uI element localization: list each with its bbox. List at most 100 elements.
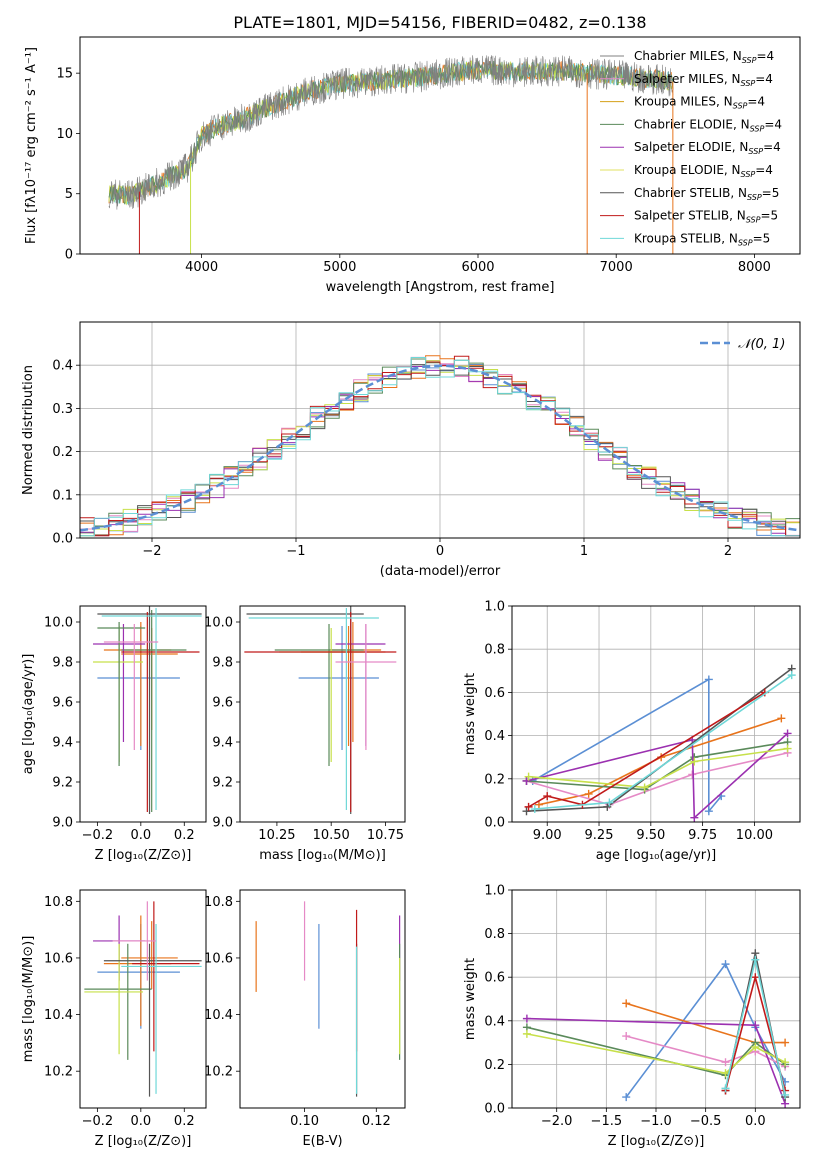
- plot-area: [522, 664, 796, 822]
- x-tick-label: 10.75: [367, 828, 404, 843]
- y-tick-label: 10.4: [204, 1008, 233, 1023]
- x-axis-label: Z [log₁₀(Z/Z⊙)]: [95, 848, 192, 863]
- y-tick-label: 0.4: [52, 359, 73, 374]
- weight-series-line: [526, 1026, 786, 1077]
- x-tick-label: 8000: [738, 260, 771, 275]
- axes-frame: [79, 605, 207, 823]
- x-tick-label: 0.0: [130, 1114, 151, 1129]
- x-tick-label: −0.5: [690, 1114, 722, 1129]
- panel-mass_vs_Z: −0.2 0.0 0.2 10.2 10.4 10.6 10.8 Z [log₁₀(Z/Z⊙)…: [21, 889, 207, 1149]
- legend-label: Kroupa ELODIE, NSSP=4: [634, 163, 773, 179]
- legend-label: Salpeter STELIB, NSSP=5: [634, 209, 778, 225]
- y-tick-label: 9.2: [52, 776, 73, 791]
- panel-age_vs_Z: −0.2 0.0 0.2 9.0 9.2 9.4 9.6 9.8 10.0 Z [log₁₀(Z/…: [21, 605, 207, 863]
- weight-marker: [777, 714, 786, 723]
- axes-frame: [511, 605, 801, 823]
- plot-area: [84, 901, 202, 1097]
- plot-area: [93, 606, 202, 814]
- x-tick-label: 0.12: [362, 1114, 391, 1129]
- weight-marker: [622, 1032, 631, 1041]
- legend-label: Kroupa STELIB, NSSP=5: [634, 231, 770, 247]
- weight-marker: [751, 1021, 760, 1030]
- weight-series-line: [526, 1033, 786, 1074]
- panel-residuals: −2 −1 0 1 2 0.0 0.1 0.2 0.3 0.4 (data-model)/error…: [21, 321, 801, 579]
- y-axis-label: Flux [fλ10⁻¹⁷ erg cm⁻² s⁻¹ A⁻¹]: [24, 47, 39, 244]
- y-axis-label: mass weight: [463, 958, 478, 1040]
- x-tick-label: 0: [436, 544, 444, 559]
- error-bar-point: [103, 624, 159, 750]
- error-bar-point: [112, 901, 157, 981]
- x-tick-label: −1.0: [640, 1114, 672, 1129]
- x-tick-label: −2: [142, 544, 161, 559]
- panel-age_vs_mass: 10.25 10.50 10.75 9.0 9.2 9.4 9.6 9.8 10.0 mass […: [204, 605, 406, 863]
- y-tick-label: 0.3: [52, 402, 73, 417]
- error-bar-point: [103, 943, 202, 1097]
- weight-marker: [530, 805, 539, 814]
- error-bar-point: [335, 624, 386, 746]
- weight-marker: [534, 800, 543, 809]
- x-tick-label: 10.50: [313, 828, 350, 843]
- axes-frame: [79, 321, 801, 539]
- weight-marker: [690, 813, 699, 822]
- axes-frame: [79, 889, 207, 1109]
- x-tick-label: 9.00: [533, 828, 562, 843]
- panel-mass_vs_ebv: 0.10 0.12 10.2 10.4 10.6 10.8 E(B-V): [204, 889, 406, 1149]
- x-tick-label: 9.75: [688, 828, 717, 843]
- y-tick-label: 0.8: [484, 643, 505, 658]
- plot-area: [244, 606, 397, 814]
- y-tick-label: 9.8: [212, 656, 233, 671]
- y-tick-label: 9.6: [212, 696, 233, 711]
- y-tick-label: 0.0: [484, 1102, 505, 1117]
- weight-series-line: [528, 747, 788, 789]
- error-bar-point: [121, 610, 187, 812]
- weight-marker: [781, 1038, 790, 1047]
- y-tick-label: 9.4: [212, 736, 233, 751]
- x-tick-label: 2: [724, 544, 732, 559]
- model-spectrum: [108, 60, 674, 205]
- weight-marker: [522, 776, 531, 785]
- x-tick-label: 1: [580, 544, 588, 559]
- error-bar-point: [132, 901, 200, 1052]
- weight-marker: [721, 1058, 730, 1067]
- x-tick-label: −0.2: [82, 828, 114, 843]
- error-bar-point: [103, 622, 172, 746]
- error-bar-point: [103, 915, 172, 1026]
- y-tick-label: 10.0: [44, 616, 73, 631]
- weight-marker: [721, 1084, 730, 1093]
- y-tick-label: 0.1: [52, 488, 73, 503]
- weight-marker: [781, 1090, 790, 1099]
- weight-marker: [522, 1029, 531, 1038]
- weight-series-line: [534, 674, 793, 810]
- error-bar-point: [93, 626, 143, 762]
- weight-series-line: [532, 678, 722, 814]
- x-tick-label: 10.00: [736, 828, 773, 843]
- x-tick-label: −2.0: [541, 1114, 573, 1129]
- x-tick-label: 4000: [185, 260, 218, 275]
- weight-marker: [783, 744, 792, 753]
- weight-marker: [751, 1042, 760, 1051]
- weight-marker: [524, 772, 533, 781]
- y-axis-label: Normed distribution: [21, 365, 36, 495]
- x-tick-label: 9.25: [585, 828, 614, 843]
- weight-marker: [704, 675, 713, 684]
- x-tick-label: 10.25: [258, 828, 295, 843]
- weight-series-line: [526, 752, 788, 806]
- y-tick-label: 5: [65, 187, 73, 202]
- y-tick-label: 10.2: [44, 1065, 73, 1080]
- y-tick-label: 1.0: [484, 600, 505, 615]
- residual-histogram: [80, 357, 800, 537]
- weight-marker: [690, 757, 699, 766]
- y-tick-label: 0.2: [484, 772, 505, 787]
- error-bar-point: [121, 923, 202, 1094]
- weight-marker: [543, 792, 552, 801]
- weight-series-line: [528, 691, 766, 808]
- y-tick-label: 10.0: [204, 616, 233, 631]
- weight-marker: [640, 783, 649, 792]
- x-axis-label: E(B-V): [302, 1134, 342, 1149]
- y-axis-label: age [log₁₀(age/yr)]: [21, 654, 36, 775]
- y-tick-label: 10.8: [44, 895, 73, 910]
- panel-spectrum: 4000 5000 6000 7000 8000 0 5 10 15 wavelength [An…: [24, 13, 801, 295]
- legend: Chabrier MILES, NSSP=4 Salpeter MILES, NS…: [600, 49, 782, 247]
- y-tick-label: 0.0: [52, 532, 73, 547]
- weight-marker: [622, 999, 631, 1008]
